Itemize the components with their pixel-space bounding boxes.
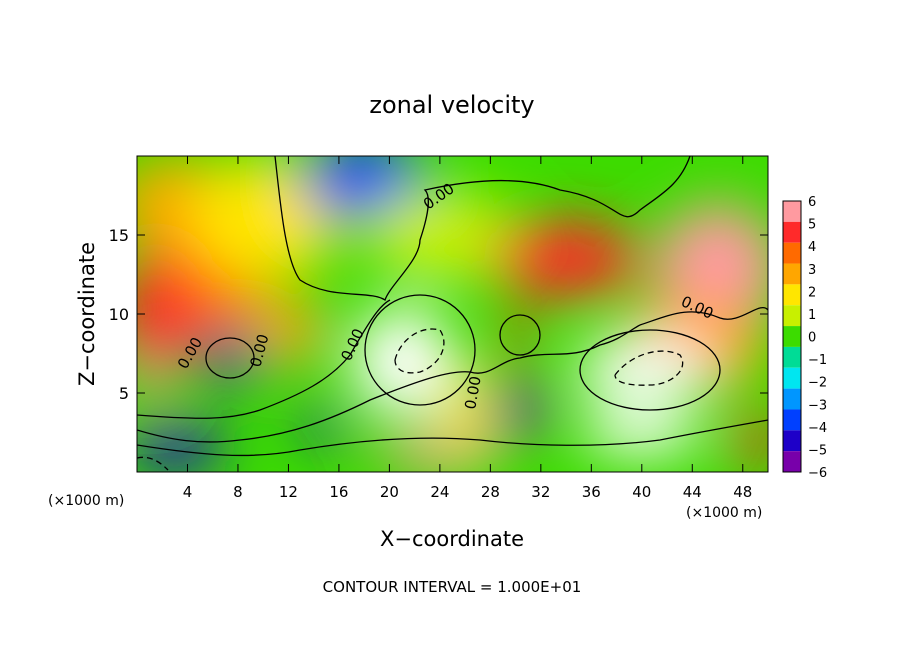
contour-label: 0.00 <box>461 375 485 411</box>
contour-dashed-right <box>614 350 684 386</box>
y-axis-label: Z−coordinate <box>75 242 99 386</box>
field-region-16 <box>137 424 226 472</box>
field-region-12 <box>496 321 535 354</box>
field-region-14 <box>578 408 705 457</box>
x-tick-label: 32 <box>531 483 550 501</box>
colorbar-frame <box>782 200 802 473</box>
colorbar-swatch <box>783 242 801 264</box>
colorbar-swatch <box>783 284 801 306</box>
colorbar-tick-label: 1 <box>808 308 816 323</box>
x-tick-label: 8 <box>233 483 243 501</box>
z-units-label: (×1000 m) <box>48 493 124 509</box>
contour-zero-middle <box>137 299 768 419</box>
contour-zero-upper <box>274 156 691 302</box>
contour-dashed-left <box>137 456 169 471</box>
colorbar-swatch <box>783 451 801 472</box>
field-region-21 <box>730 416 768 465</box>
x-tick-label: 44 <box>683 483 702 501</box>
colorbar-tick-label: −4 <box>808 421 827 436</box>
colorbar-swatch <box>783 326 801 347</box>
y-tick-label: 10 <box>109 305 129 324</box>
colorbar-tick-label: −3 <box>808 398 827 413</box>
colorbar-swatch <box>783 346 801 368</box>
colorbar-swatch <box>783 263 801 285</box>
colorbar-swatch <box>783 409 801 431</box>
colorbar-tick-label: 2 <box>808 285 816 300</box>
colorbar-tick-label: 3 <box>808 263 816 278</box>
colorbar-swatch <box>783 305 801 327</box>
colorbar-tick-label: 0 <box>808 331 816 346</box>
contour-loop-right <box>579 329 721 411</box>
colorbar: 6 5 4 3 2 1 0 −1 −2 −3 −4 −5 −6 <box>782 195 827 481</box>
field-region-9 <box>351 306 453 417</box>
y-tick-label: 15 <box>109 226 129 245</box>
field-region-19 <box>439 361 491 457</box>
x-axis-label: X−coordinate <box>380 527 524 551</box>
x-tick-label: 28 <box>481 483 500 501</box>
colorbar-tick-label: −6 <box>808 466 827 481</box>
x-tick-label: 48 <box>733 483 752 501</box>
chart-title: zonal velocity <box>369 91 534 119</box>
x-tick-label: 12 <box>279 483 298 501</box>
field-region-13 <box>477 385 554 433</box>
field-region-17 <box>301 408 352 441</box>
x-tick-label: 20 <box>380 483 399 501</box>
x-tick-label: 16 <box>329 483 348 501</box>
y-tick-label: 5 <box>119 384 129 403</box>
field-region-1 <box>137 250 194 378</box>
velocity-field <box>137 156 768 472</box>
colorbar-tick-label: 6 <box>808 195 816 210</box>
field-region-11 <box>206 337 257 386</box>
contour-loop-center <box>364 294 476 406</box>
colorbar-swatch <box>783 367 801 389</box>
colorbar-swatch <box>783 201 801 222</box>
x-tick-label: 40 <box>632 483 651 501</box>
colorbar-swatch <box>783 430 801 452</box>
field-region-10 <box>572 337 712 401</box>
x-tick-label: 4 <box>183 483 193 501</box>
colorbar-tick-label: −1 <box>808 353 827 368</box>
contour-zero-bottom <box>137 419 768 457</box>
x-tick-label: 36 <box>582 483 601 501</box>
x-units-label: (×1000 m) <box>686 505 762 521</box>
field-region-20 <box>137 353 169 401</box>
colorbar-swatch <box>783 221 801 243</box>
field-region-6 <box>490 219 642 299</box>
plot-area: 0.00 0.00 0.00 0.00 0.00 0.00 <box>136 155 769 473</box>
field-region-5 <box>364 187 516 283</box>
field-region-7 <box>654 203 768 330</box>
contour-loop-mid <box>499 314 541 356</box>
field-region-3 <box>187 156 339 283</box>
colorbar-swatch <box>783 388 801 410</box>
colorbar-tick-label: 5 <box>808 218 816 233</box>
colorbar-tick-label: 4 <box>808 240 816 255</box>
colorbar-tick-label: −5 <box>808 443 827 458</box>
contour-dashed-center <box>394 328 445 374</box>
field-region-18 <box>250 298 327 362</box>
contour-loop-left <box>205 337 255 379</box>
contour-interval-footnote: CONTOUR INTERVAL = 1.000E+01 <box>323 578 582 596</box>
colorbar-tick-label: −2 <box>808 376 827 391</box>
x-tick-label: 24 <box>430 483 449 501</box>
